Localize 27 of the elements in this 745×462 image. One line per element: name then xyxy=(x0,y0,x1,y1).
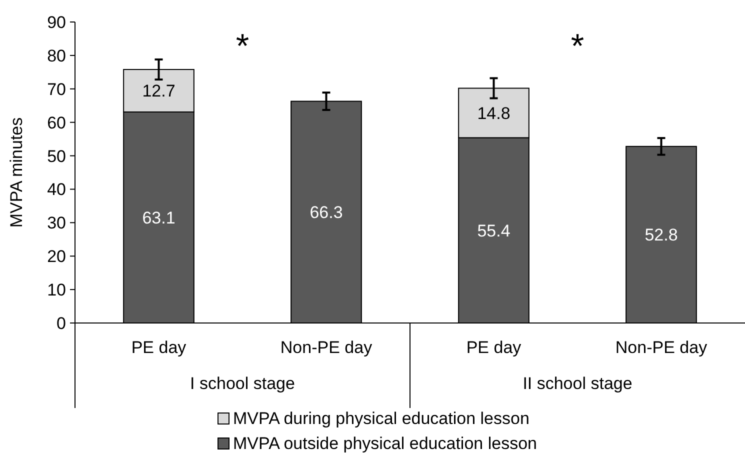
data-label: 14.8 xyxy=(477,104,510,123)
text: II school stage xyxy=(522,374,632,393)
data-label: 63.1 xyxy=(142,208,176,228)
y-tick-label: 40 xyxy=(47,180,66,200)
data-label: 55.4 xyxy=(477,221,510,240)
y-tick-label: 20 xyxy=(47,247,66,266)
y-tick-label: 0 xyxy=(56,314,66,333)
y-tick-label: 70 xyxy=(47,80,66,99)
y-tick-label: 80 xyxy=(47,46,66,66)
annotation: * xyxy=(236,27,250,66)
data-label: 12.7 xyxy=(142,82,176,101)
x-tick-label: Non-PE day xyxy=(280,338,373,357)
y-tick-label: 60 xyxy=(47,113,66,132)
y-tick-label: 90 xyxy=(47,13,66,32)
y-axis-title: MVPA minutes xyxy=(7,117,26,228)
data-label: 52.8 xyxy=(644,226,678,245)
data-label: 66.3 xyxy=(310,203,343,222)
x-tick-label: Non-PE day xyxy=(615,338,708,357)
y-tick-label: 50 xyxy=(47,146,66,166)
annotation: * xyxy=(570,27,584,66)
legend-label: MVPA outside physical education lesson xyxy=(233,434,537,453)
text: I school stage xyxy=(190,374,295,393)
y-tick-label: 10 xyxy=(47,280,66,300)
legend-label: MVPA during physical education lesson xyxy=(233,409,530,428)
x-tick-label: PE day xyxy=(466,338,522,357)
x-tick-label: PE day xyxy=(131,338,187,357)
y-tick-label: 30 xyxy=(47,214,66,233)
